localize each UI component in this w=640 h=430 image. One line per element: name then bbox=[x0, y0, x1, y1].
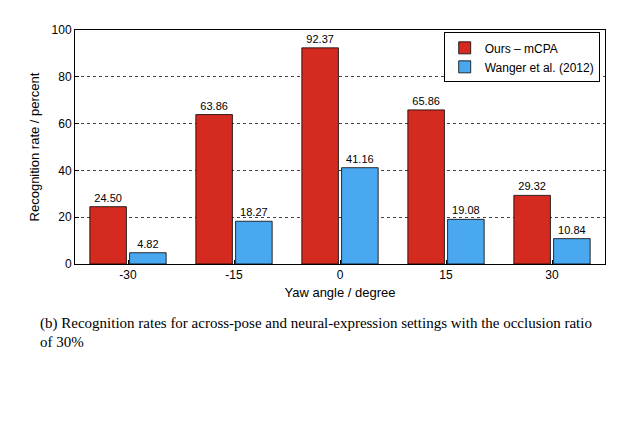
svg-text:Yaw angle / degree: Yaw angle / degree bbox=[284, 285, 395, 300]
svg-text:80: 80 bbox=[58, 70, 72, 84]
svg-text:19.08: 19.08 bbox=[452, 204, 480, 216]
svg-text:18.27: 18.27 bbox=[240, 206, 268, 218]
svg-text:-30: -30 bbox=[119, 268, 137, 282]
svg-text:30: 30 bbox=[545, 268, 559, 282]
svg-text:60: 60 bbox=[58, 117, 72, 131]
svg-text:100: 100 bbox=[52, 23, 72, 37]
svg-text:63.86: 63.86 bbox=[200, 100, 228, 112]
svg-text:0: 0 bbox=[65, 257, 72, 271]
svg-text:0: 0 bbox=[337, 268, 344, 282]
svg-text:65.86: 65.86 bbox=[412, 95, 440, 107]
svg-text:Recognition rate / percent: Recognition rate / percent bbox=[27, 72, 42, 221]
svg-text:Wanger et al. (2012): Wanger et al. (2012) bbox=[485, 61, 594, 75]
svg-text:41.16: 41.16 bbox=[346, 153, 374, 165]
html-text:(b) Recognition rates for acro: (b) Recognition rates for across-pose an… bbox=[40, 315, 592, 350]
svg-text:10.84: 10.84 bbox=[558, 224, 586, 236]
svg-text:Ours – mCPA: Ours – mCPA bbox=[485, 42, 558, 56]
svg-text:24.50: 24.50 bbox=[94, 192, 122, 204]
svg-text:15: 15 bbox=[439, 268, 453, 282]
svg-text:4.82: 4.82 bbox=[137, 238, 158, 250]
svg-text:92.37: 92.37 bbox=[306, 33, 334, 45]
svg-text:40: 40 bbox=[58, 164, 72, 178]
svg-text:-15: -15 bbox=[225, 268, 243, 282]
svg-text:20: 20 bbox=[58, 210, 72, 224]
svg-text:29.32: 29.32 bbox=[518, 180, 546, 192]
